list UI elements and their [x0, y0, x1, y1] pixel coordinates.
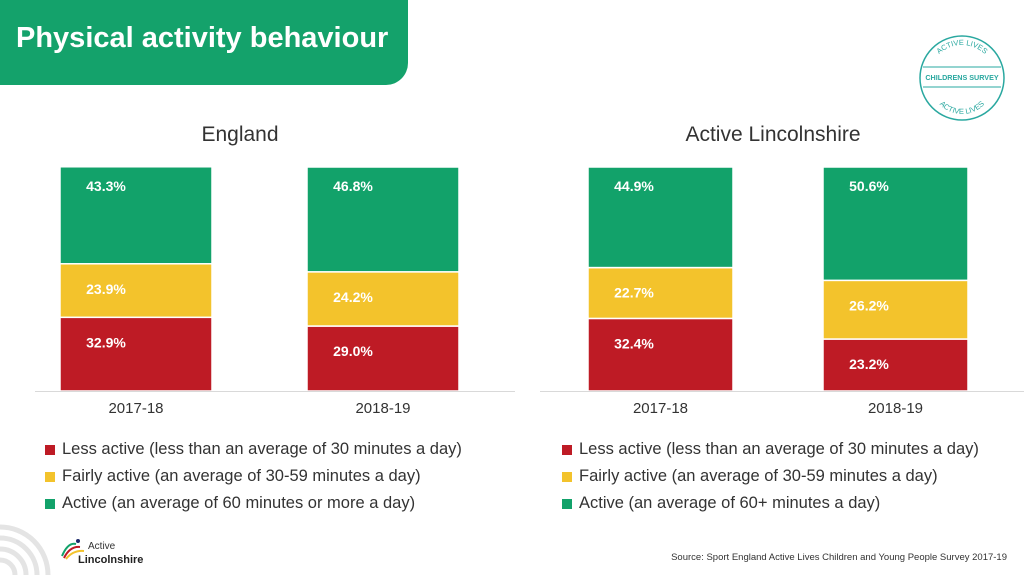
decorative-arcs-icon [0, 524, 51, 575]
legend-item-active: Active (an average of 60+ minutes a day) [562, 490, 979, 517]
bar-segment-less-active [306, 325, 460, 392]
legend-swatch-less-active [562, 444, 572, 455]
bar-segment-fairly-active [822, 279, 969, 340]
badge-bottom-text: ACTIVE LIVES [938, 99, 986, 116]
data-label: 29.0% [333, 343, 373, 359]
england-chart: England 32.9% 23.9% 43.3% 2017-18 29.0% 24.2%… [35, 115, 515, 425]
data-label: 23.9% [86, 281, 126, 297]
bar-segment-active [822, 166, 969, 282]
badge-middle-text: CHILDRENS SURVEY [925, 73, 999, 82]
title-banner: Physical activity behaviour [0, 0, 408, 85]
data-label: 24.2% [333, 289, 373, 305]
lincolnshire-bar-plot: 32.4% 22.7% 44.9% 2017-18 23.2% 26.2% 50.6% 201… [540, 166, 1024, 417]
x-tick-label: 2017-18 [108, 400, 163, 417]
x-tick-label: 2017-18 [633, 400, 688, 417]
bar-segment-less-active [587, 317, 734, 392]
legend-item-less-active: Less active (less than an average of 30 … [45, 436, 462, 463]
bar-segment-active [59, 166, 213, 265]
data-label: 26.2% [849, 297, 889, 313]
legend-label: Fairly active (an average of 30-59 minut… [579, 467, 938, 485]
legend-swatch-less-active [45, 444, 55, 455]
legend-label: Less active (less than an average of 30 … [62, 440, 462, 458]
bar-segment-fairly-active [587, 266, 734, 320]
bar-segment-active [587, 166, 734, 269]
legend-swatch-active [562, 498, 572, 509]
bar-segment-active [306, 166, 460, 273]
legend-swatch-fairly-active [562, 471, 572, 482]
legend-label: Active (an average of 60 minutes or more… [62, 494, 416, 512]
svg-text:ACTIVE LIVES: ACTIVE LIVES [938, 99, 986, 116]
source-note: Source: Sport England Active Lives Child… [671, 552, 1007, 563]
data-label: 50.6% [849, 178, 889, 194]
legend-label: Fairly active (an average of 30-59 minut… [62, 467, 421, 485]
lincolnshire-chart: Active Lincolnshire 32.4% 22.7% 44.9% 2017-… [540, 115, 1024, 425]
data-label: 22.7% [614, 285, 654, 301]
x-tick-label: 2018-19 [355, 400, 410, 417]
data-label: 32.9% [86, 334, 126, 350]
legend-item-fairly-active: Fairly active (an average of 30-59 minut… [562, 463, 979, 490]
bar-segment-fairly-active [59, 263, 213, 319]
legend-swatch-active [45, 498, 55, 509]
data-label: 23.2% [849, 356, 889, 372]
logo-text-lincolnshire: Lincolnshire [78, 554, 144, 566]
legend-item-less-active: Less active (less than an average of 30 … [562, 436, 979, 463]
england-chart-title: England [201, 123, 279, 146]
legend-item-active: Active (an average of 60 minutes or more… [45, 490, 462, 517]
legend-label: Less active (less than an average of 30 … [579, 440, 979, 458]
legend-swatch-fairly-active [45, 471, 55, 482]
active-lives-badge: ACTIVE LIVES CHILDRENS SURVEY ACTIVE LIV… [919, 35, 1005, 121]
legend-label: Active (an average of 60+ minutes a day) [579, 494, 881, 512]
x-tick-label: 2018-19 [868, 400, 923, 417]
bar-segment-fairly-active [306, 271, 460, 327]
bar-segment-less-active [59, 316, 213, 392]
data-label: 43.3% [86, 178, 126, 194]
page-title: Physical activity behaviour [16, 22, 389, 54]
legend-item-fairly-active: Fairly active (an average of 30-59 minut… [45, 463, 462, 490]
logo-figure-icon [61, 539, 85, 560]
data-label: 46.8% [333, 178, 373, 194]
lincolnshire-chart-title: Active Lincolnshire [685, 123, 861, 146]
lincolnshire-legend: Less active (less than an average of 30 … [562, 436, 979, 517]
england-legend: Less active (less than an average of 30 … [45, 436, 462, 517]
bar-segment-less-active [822, 338, 969, 392]
england-bar-plot: 32.9% 23.9% 43.3% 2017-18 29.0% 24.2% 46.8% 201… [35, 166, 515, 417]
logo-text-active: Active [88, 541, 116, 552]
data-label: 44.9% [614, 178, 654, 194]
data-label: 32.4% [614, 335, 654, 351]
active-lincolnshire-logo: Active Lincolnshire [60, 538, 150, 570]
